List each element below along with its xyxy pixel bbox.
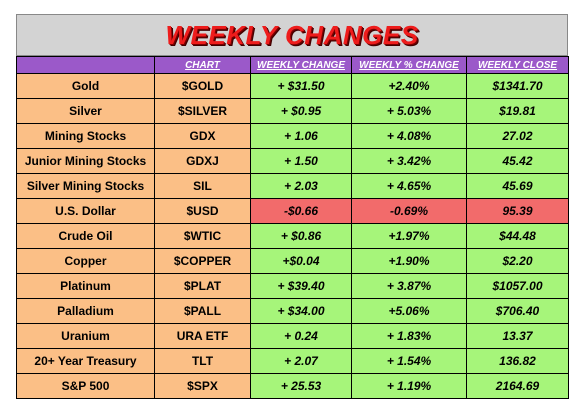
asset-name-cell: Platinum bbox=[16, 273, 155, 299]
table-row: Uranium URA ETF + 0.24 + 1.83% 13.37 bbox=[16, 323, 569, 349]
table-row: Silver Mining Stocks SIL + 2.03 + 4.65% 45.6… bbox=[16, 173, 569, 199]
chart-symbol-cell[interactable]: $USD bbox=[154, 198, 251, 224]
weekly-pct-change-cell: + 4.08% bbox=[351, 123, 467, 149]
weekly-close-cell: 27.02 bbox=[466, 123, 569, 149]
header-name bbox=[16, 56, 155, 74]
weekly-pct-change-cell: +5.06% bbox=[351, 298, 467, 324]
weekly-change-cell: + 25.53 bbox=[250, 373, 352, 399]
weekly-pct-change-cell: + 4.65% bbox=[351, 173, 467, 199]
asset-name-cell: Gold bbox=[16, 73, 155, 99]
table-row: Junior Mining Stocks GDXJ + 1.50 + 3.42% 45.… bbox=[16, 148, 569, 174]
weekly-close-cell: 45.42 bbox=[466, 148, 569, 174]
header-weekly-close[interactable]: WEEKLY CLOSE bbox=[466, 56, 569, 74]
weekly-pct-change-cell: +1.90% bbox=[351, 248, 467, 274]
chart-symbol-cell[interactable]: $PLAT bbox=[154, 273, 251, 299]
chart-symbol-cell[interactable]: $PALL bbox=[154, 298, 251, 324]
header-chart[interactable]: CHART bbox=[154, 56, 251, 74]
header-weekly-change[interactable]: WEEKLY CHANGE bbox=[250, 56, 352, 74]
weekly-change-cell: + $0.95 bbox=[250, 98, 352, 124]
weekly-pct-change-cell: + 1.19% bbox=[351, 373, 467, 399]
chart-symbol-cell[interactable]: GDX bbox=[154, 123, 251, 149]
weekly-close-cell: 2164.69 bbox=[466, 373, 569, 399]
table-row: U.S. Dollar $USD -$0.66 -0.69% 95.39 bbox=[16, 198, 569, 224]
weekly-pct-change-cell: + 3.87% bbox=[351, 273, 467, 299]
table-row: Gold $GOLD + $31.50 +2.40% $1341.70 bbox=[16, 73, 569, 99]
table-row: Mining Stocks GDX + 1.06 + 4.08% 27.02 bbox=[16, 123, 569, 149]
asset-name-cell: Copper bbox=[16, 248, 155, 274]
chart-symbol-cell[interactable]: URA ETF bbox=[154, 323, 251, 349]
weekly-change-cell: + $31.50 bbox=[250, 73, 352, 99]
weekly-pct-change-cell: +1.97% bbox=[351, 223, 467, 249]
title-bar: WEEKLY CHANGES bbox=[16, 14, 568, 56]
weekly-close-cell: $19.81 bbox=[466, 98, 569, 124]
weekly-close-cell: $706.40 bbox=[466, 298, 569, 324]
chart-symbol-cell[interactable]: GDXJ bbox=[154, 148, 251, 174]
weekly-change-cell: + $39.40 bbox=[250, 273, 352, 299]
chart-symbol-cell[interactable]: TLT bbox=[154, 348, 251, 374]
weekly-pct-change-cell: +2.40% bbox=[351, 73, 467, 99]
weekly-change-cell: +$0.04 bbox=[250, 248, 352, 274]
weekly-change-cell: + 1.50 bbox=[250, 148, 352, 174]
chart-symbol-cell[interactable]: $GOLD bbox=[154, 73, 251, 99]
weekly-change-cell: + $0.86 bbox=[250, 223, 352, 249]
weekly-change-cell: -$0.66 bbox=[250, 198, 352, 224]
weekly-change-cell: + 2.03 bbox=[250, 173, 352, 199]
asset-name-cell: Mining Stocks bbox=[16, 123, 155, 149]
weekly-close-cell: $44.48 bbox=[466, 223, 569, 249]
weekly-close-cell: 136.82 bbox=[466, 348, 569, 374]
chart-symbol-cell[interactable]: $SPX bbox=[154, 373, 251, 399]
asset-name-cell: 20+ Year Treasury bbox=[16, 348, 155, 374]
weekly-pct-change-cell: -0.69% bbox=[351, 198, 467, 224]
weekly-close-cell: $1057.00 bbox=[466, 273, 569, 299]
asset-name-cell: Palladium bbox=[16, 298, 155, 324]
weekly-change-cell: + 1.06 bbox=[250, 123, 352, 149]
chart-symbol-cell[interactable]: $COPPER bbox=[154, 248, 251, 274]
table-row: Silver $SILVER + $0.95 + 5.03% $19.81 bbox=[16, 98, 569, 124]
asset-name-cell: Silver Mining Stocks bbox=[16, 173, 155, 199]
table-row: Copper $COPPER +$0.04 +1.90% $2.20 bbox=[16, 248, 569, 274]
weekly-close-cell: 95.39 bbox=[466, 198, 569, 224]
weekly-pct-change-cell: + 3.42% bbox=[351, 148, 467, 174]
header-weekly-pct-change[interactable]: WEEKLY % CHANGE bbox=[351, 56, 467, 74]
table-row: 20+ Year Treasury TLT + 2.07 + 1.54% 136.82 bbox=[16, 348, 569, 374]
asset-name-cell: U.S. Dollar bbox=[16, 198, 155, 224]
weekly-close-cell: $2.20 bbox=[466, 248, 569, 274]
table-row: Palladium $PALL + $34.00 +5.06% $706.40 bbox=[16, 298, 569, 324]
chart-symbol-cell[interactable]: SIL bbox=[154, 173, 251, 199]
weekly-change-cell: + $34.00 bbox=[250, 298, 352, 324]
weekly-close-cell: 45.69 bbox=[466, 173, 569, 199]
asset-name-cell: S&P 500 bbox=[16, 373, 155, 399]
asset-name-cell: Crude Oil bbox=[16, 223, 155, 249]
table-row: Crude Oil $WTIC + $0.86 +1.97% $44.48 bbox=[16, 223, 569, 249]
data-table: CHART WEEKLY CHANGE WEEKLY % CHANGE WEEK… bbox=[16, 56, 569, 399]
weekly-change-cell: + 2.07 bbox=[250, 348, 352, 374]
weekly-close-cell: 13.37 bbox=[466, 323, 569, 349]
weekly-pct-change-cell: + 1.54% bbox=[351, 348, 467, 374]
weekly-pct-change-cell: + 5.03% bbox=[351, 98, 467, 124]
chart-symbol-cell[interactable]: $WTIC bbox=[154, 223, 251, 249]
weekly-changes-table: WEEKLY CHANGES CHART WEEKLY CHANGE WEEKL… bbox=[16, 14, 569, 399]
weekly-close-cell: $1341.70 bbox=[466, 73, 569, 99]
asset-name-cell: Uranium bbox=[16, 323, 155, 349]
weekly-pct-change-cell: + 1.83% bbox=[351, 323, 467, 349]
asset-name-cell: Junior Mining Stocks bbox=[16, 148, 155, 174]
table-row: Platinum $PLAT + $39.40 + 3.87% $1057.00 bbox=[16, 273, 569, 299]
weekly-change-cell: + 0.24 bbox=[250, 323, 352, 349]
table-title: WEEKLY CHANGES bbox=[165, 19, 419, 50]
header-row: CHART WEEKLY CHANGE WEEKLY % CHANGE WEEK… bbox=[16, 56, 569, 74]
asset-name-cell: Silver bbox=[16, 98, 155, 124]
chart-symbol-cell[interactable]: $SILVER bbox=[154, 98, 251, 124]
table-row: S&P 500 $SPX + 25.53 + 1.19% 2164.69 bbox=[16, 373, 569, 399]
